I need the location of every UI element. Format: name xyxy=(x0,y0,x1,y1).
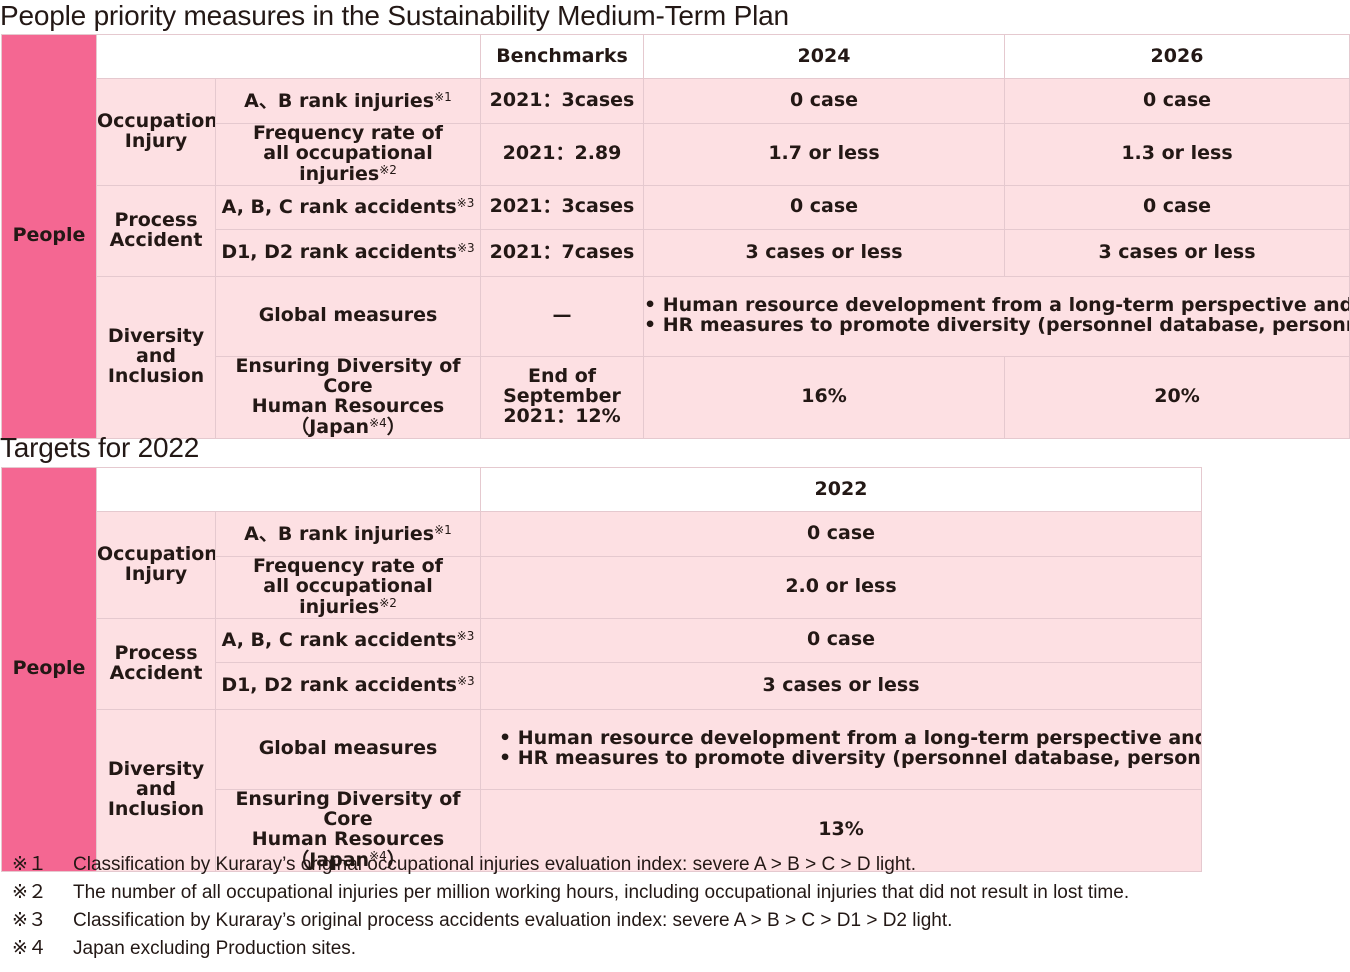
group-occupational-injury: Occupational Injury xyxy=(96,511,216,619)
y2024-frequency-rate: 1.7 or less xyxy=(643,123,1005,186)
target-ab-injuries: 0 case xyxy=(480,511,1202,557)
group-process-accident: Process Accident xyxy=(96,184,216,277)
item-core-hr: Ensuring Diversity of Core Human Resource… xyxy=(215,788,481,872)
target-d-accidents: 3 cases or less xyxy=(480,661,1202,710)
item-frequency-rate: Frequency rate of all occupational injuri… xyxy=(215,556,481,619)
item-global-measures: Global measures xyxy=(215,275,481,357)
people-category-cell: People xyxy=(1,467,97,872)
group-occupational-injury: Occupational Injury xyxy=(96,78,216,186)
bench-frequency-rate: 2021：2.89 xyxy=(480,123,644,186)
bench-abc-accidents: 2021：3cases xyxy=(480,184,644,230)
group-diversity-inclusion: Diversity and Inclusion xyxy=(96,708,216,872)
header-2022: 2022 xyxy=(480,467,1202,512)
item-d-accidents: D1, D2 rank accidents※3 xyxy=(215,661,481,710)
item-abc-accidents: A, B, C rank accidents※3 xyxy=(215,184,481,230)
people-label: People xyxy=(12,224,86,247)
bullet-hr-development: • Human resource development from a long… xyxy=(499,727,1201,750)
y2024-abc-accidents: 0 case xyxy=(643,184,1005,230)
header-2026: 2026 xyxy=(1004,34,1350,79)
y2026-abc-accidents: 0 case xyxy=(1004,184,1350,230)
target-abc-accidents: 0 case xyxy=(480,617,1202,663)
bench-ab-injuries: 2021：3cases xyxy=(480,78,644,124)
bench-d-accidents: 2021：7cases xyxy=(480,228,644,277)
targets-2022-table: People 2022 Occupational Injury A、B rank… xyxy=(1,467,1202,872)
section2-title: Targets for 2022 xyxy=(0,432,200,463)
target-frequency-rate: 2.0 or less xyxy=(480,556,1202,619)
bullet-hr-diversity: • HR measures to promote diversity (pers… xyxy=(644,314,1349,337)
y2026-core-hr: 20% xyxy=(1004,355,1350,439)
bullet-hr-diversity: • HR measures to promote diversity (pers… xyxy=(499,747,1201,770)
global-measures-description: • Human resource development from a long… xyxy=(643,275,1350,357)
global-measures-description: • Human resource development from a long… xyxy=(480,708,1202,790)
item-abc-accidents: A, B, C rank accidents※3 xyxy=(215,617,481,663)
header-2024: 2024 xyxy=(643,34,1005,79)
people-label: People xyxy=(12,657,86,680)
footnote-1: ※１ Classification by Kuraray’s original o… xyxy=(12,854,916,875)
people-category-cell: People xyxy=(1,34,97,439)
empty-header-cell xyxy=(96,34,481,79)
bench-core-hr: End of September 2021：12% xyxy=(480,355,644,439)
item-core-hr: Ensuring Diversity of Core Human Resource… xyxy=(215,355,481,439)
target-core-hr: 13% xyxy=(480,788,1202,872)
section1-title: People priority measures in the Sustaina… xyxy=(0,0,789,31)
bullet-hr-development: • Human resource development from a long… xyxy=(644,294,1350,317)
y2026-ab-injuries: 0 case xyxy=(1004,78,1350,124)
bench-global-measures: — xyxy=(480,275,644,357)
group-process-accident: Process Accident xyxy=(96,617,216,710)
footnote-3: ※３ Classification by Kuraray’s original p… xyxy=(12,910,953,931)
y2026-d-accidents: 3 cases or less xyxy=(1004,228,1350,277)
empty-header-cell xyxy=(96,467,481,512)
y2024-d-accidents: 3 cases or less xyxy=(643,228,1005,277)
footnote-2: ※２ The number of all occupational injurie… xyxy=(12,882,1130,903)
group-diversity-inclusion: Diversity and Inclusion xyxy=(96,275,216,439)
item-d-accidents: D1, D2 rank accidents※3 xyxy=(215,228,481,277)
item-frequency-rate: Frequency rate of all occupational injuri… xyxy=(215,123,481,186)
y2024-ab-injuries: 0 case xyxy=(643,78,1005,124)
item-ab-injuries: A、B rank injuries※1 xyxy=(215,511,481,557)
footnote-4: ※４ Japan excluding Production sites. xyxy=(12,938,357,959)
item-global-measures: Global measures xyxy=(215,708,481,790)
footnotes: ※１ Classification by Kuraray’s original o… xyxy=(12,851,1129,963)
y2026-frequency-rate: 1.3 or less xyxy=(1004,123,1350,186)
item-ab-injuries: A、B rank injuries※1 xyxy=(215,78,481,124)
medium-term-plan-table: People Benchmarks 2024 2026 Occupational… xyxy=(1,34,1350,439)
y2024-core-hr: 16% xyxy=(643,355,1005,439)
header-benchmarks: Benchmarks xyxy=(480,34,644,79)
